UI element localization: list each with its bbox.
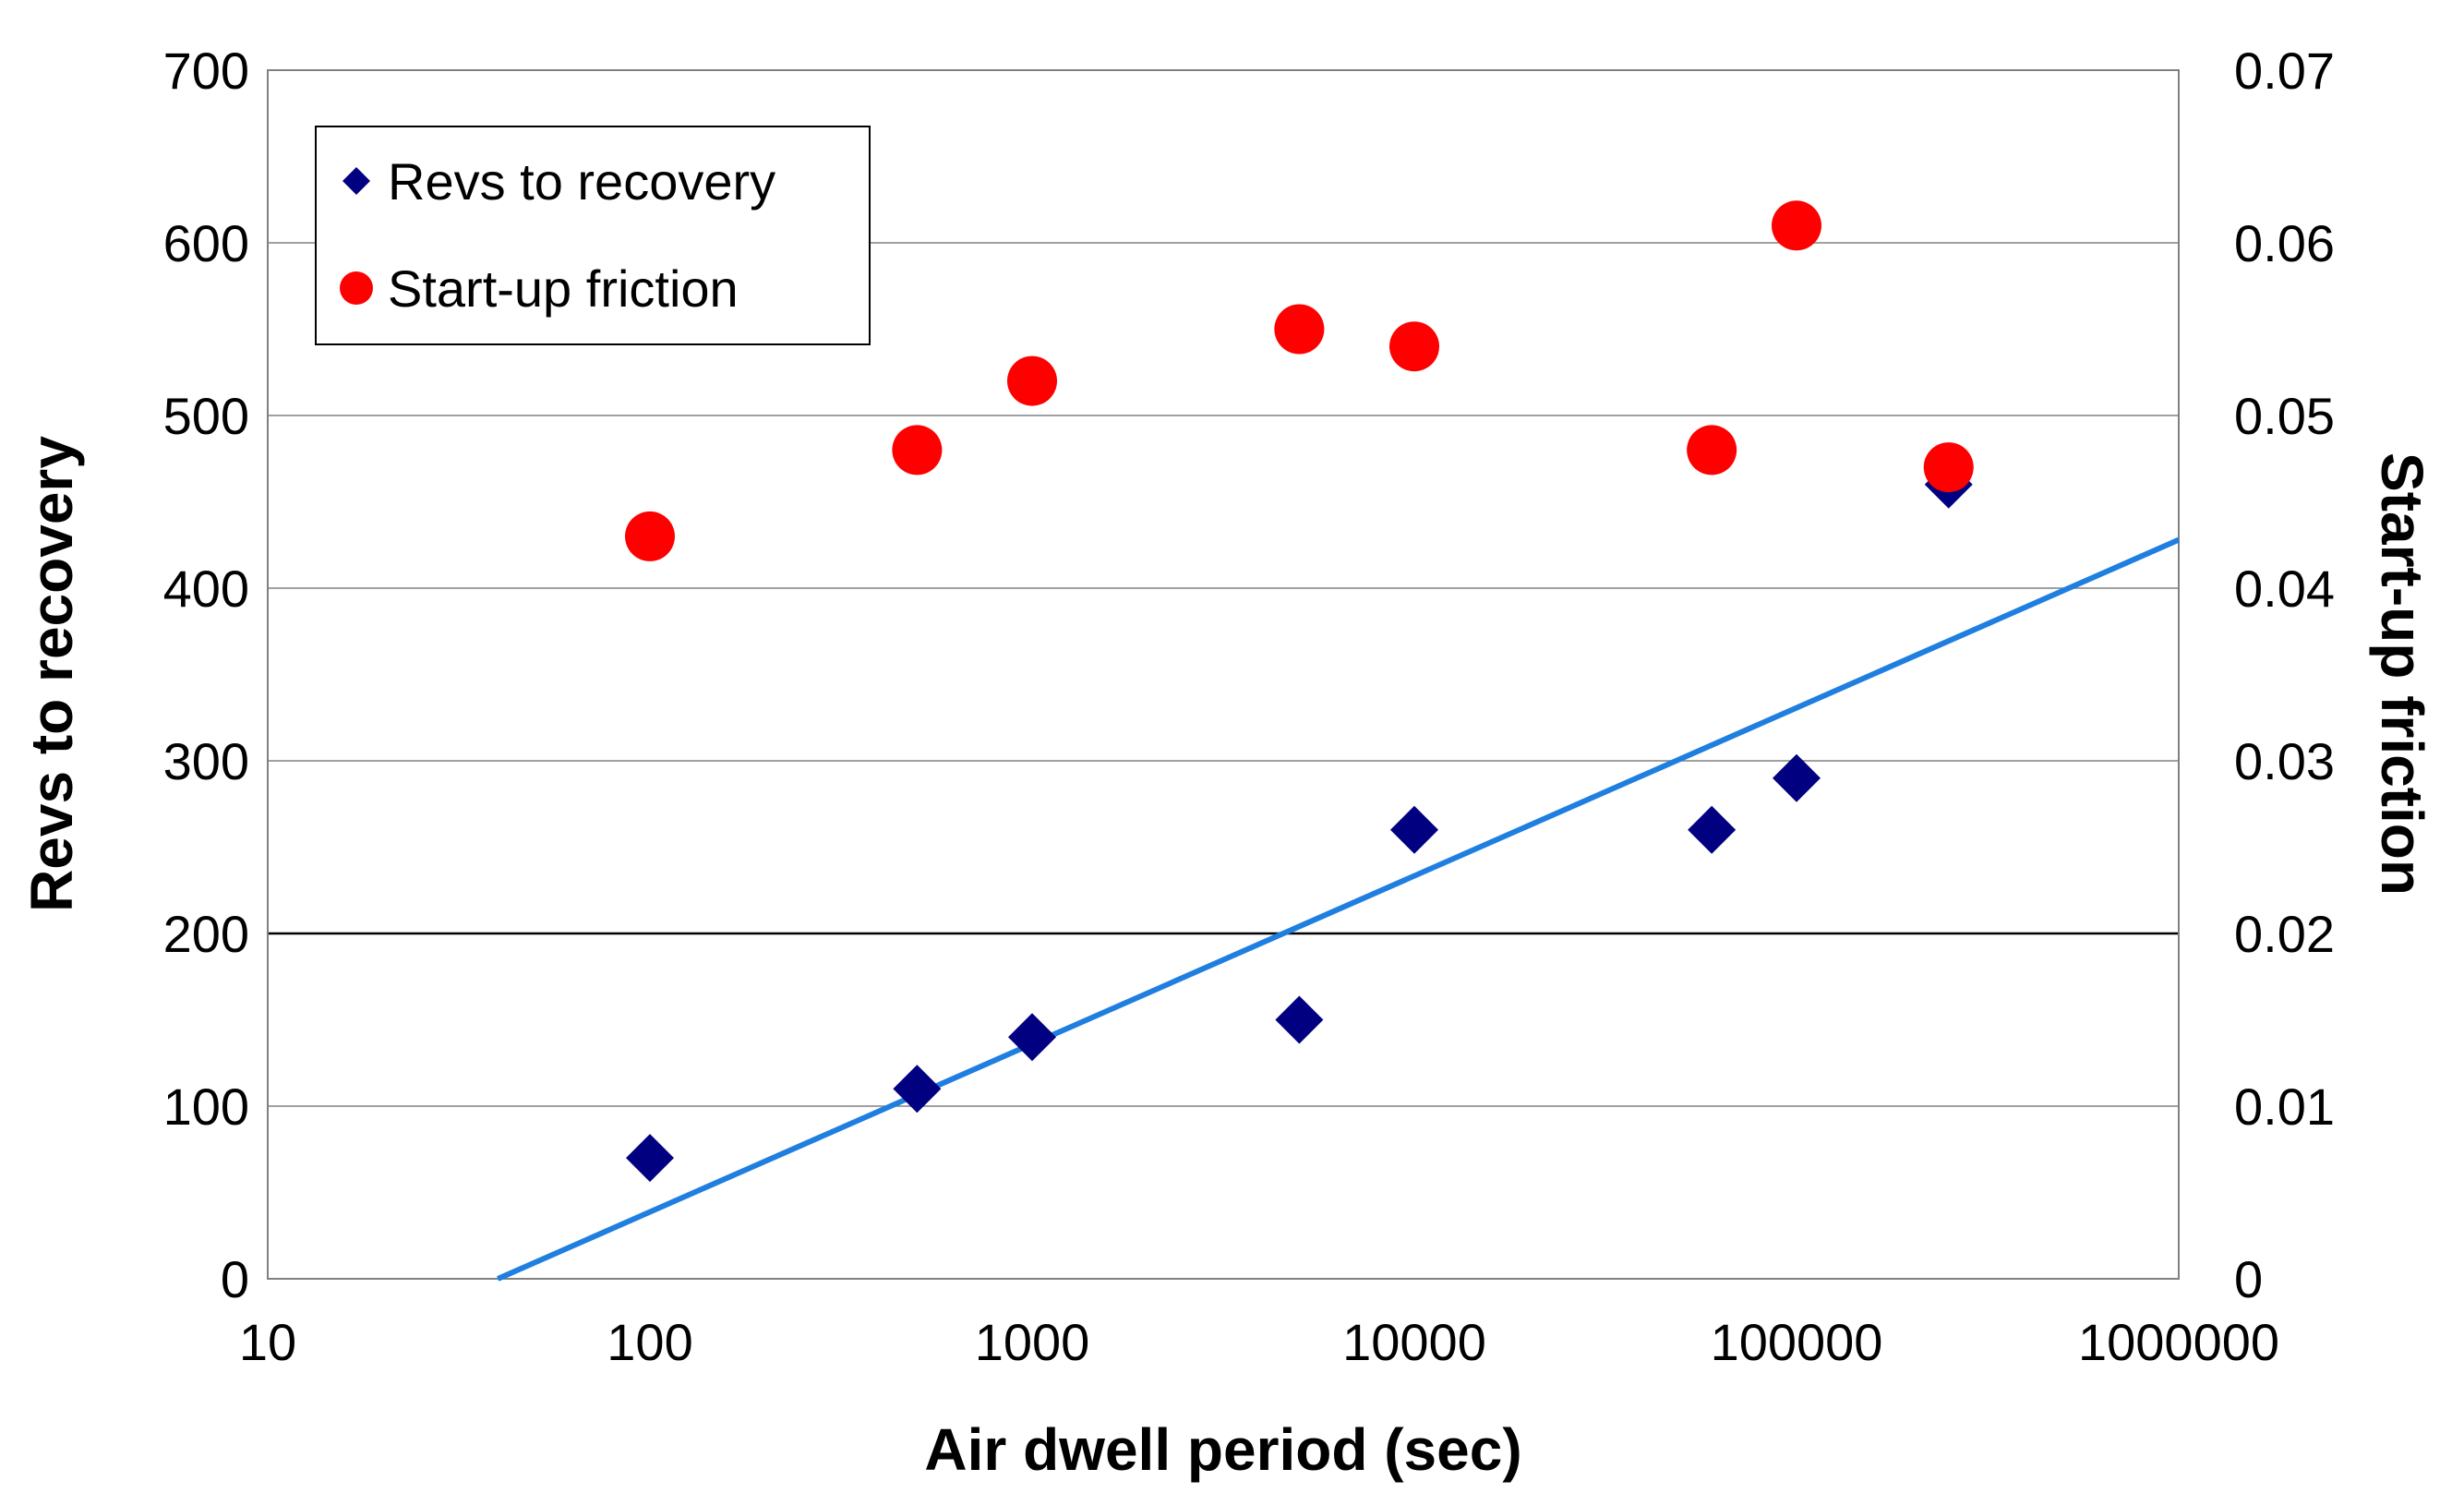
friction-point-5 <box>1687 425 1737 476</box>
y-tick-label: 200 <box>163 905 249 963</box>
series-start-up-friction <box>625 200 1974 561</box>
x-axis-title: Air dwell period (sec) <box>924 1416 1521 1483</box>
y2-tick-label: 0 <box>2234 1250 2263 1308</box>
x-tick-label: 10 <box>239 1313 296 1371</box>
y-tick-label: 400 <box>163 560 249 618</box>
gridlines <box>268 242 2179 1107</box>
series-revs-to-recovery <box>626 460 1973 1183</box>
legend: Revs to recovery Start-up friction <box>315 126 871 345</box>
y2-tick-label: 0.04 <box>2234 560 2335 618</box>
legend-marker-start-up-friction <box>340 271 373 305</box>
y2-tick-label: 0.05 <box>2234 387 2335 445</box>
trendline <box>497 536 2181 1282</box>
y-tick-label: 100 <box>163 1078 249 1136</box>
plot-border <box>267 69 2180 1280</box>
x-tick-label: 10000 <box>1342 1313 1486 1371</box>
y2-axis-title: Start-up friction <box>2369 452 2435 896</box>
x-tick-label: 100 <box>607 1313 692 1371</box>
y-tick-label: 500 <box>163 387 249 445</box>
x-tick-label: 100000 <box>1711 1313 1883 1371</box>
friction-point-4 <box>1389 321 1439 372</box>
y-axis-title: Revs to recovery <box>18 436 85 912</box>
friction-point-2 <box>1007 355 1057 406</box>
x-tick-label: 1000000 <box>2078 1313 2279 1371</box>
y-tick-label: 300 <box>163 732 249 790</box>
legend-marker-revs-to-recovery <box>343 167 370 195</box>
revs-point-3 <box>1275 995 1324 1044</box>
y2-tick-label: 0.07 <box>2234 42 2335 100</box>
y2-tick-label: 0.01 <box>2234 1078 2335 1136</box>
y2-axis-tick-labels: 0 0.01 0.02 0.03 0.04 0.05 0.06 0.07 <box>2234 42 2335 1308</box>
revs-point-4 <box>1390 805 1438 854</box>
y2-tick-label: 0.02 <box>2234 905 2335 963</box>
friction-point-6 <box>1772 200 1821 251</box>
revs-point-5 <box>1688 805 1737 854</box>
legend-box <box>315 126 871 345</box>
revs-point-2 <box>1008 1013 1056 1062</box>
friction-point-0 <box>625 511 675 561</box>
revs-point-1 <box>893 1065 942 1114</box>
revs-point-0 <box>626 1134 674 1183</box>
legend-label-revs-to-recovery: Revs to recovery <box>388 152 775 211</box>
legend-label-start-up-friction: Start-up friction <box>388 259 739 318</box>
x-axis-tick-labels: 10 100 1000 10000 100000 1000000 <box>239 1313 2279 1371</box>
y-tick-label: 0 <box>221 1250 249 1308</box>
y-tick-label: 700 <box>163 42 249 100</box>
revs-point-6 <box>1773 753 1821 802</box>
friction-point-1 <box>892 425 943 476</box>
friction-point-7 <box>1923 442 1974 493</box>
x-tick-label: 1000 <box>975 1313 1090 1371</box>
y-tick-label: 600 <box>163 214 249 272</box>
y-axis-tick-labels: 0 100 200 300 400 500 600 700 <box>163 42 249 1308</box>
friction-point-3 <box>1274 304 1325 355</box>
y2-tick-label: 0.03 <box>2234 732 2335 790</box>
y2-tick-label: 0.06 <box>2234 214 2335 272</box>
